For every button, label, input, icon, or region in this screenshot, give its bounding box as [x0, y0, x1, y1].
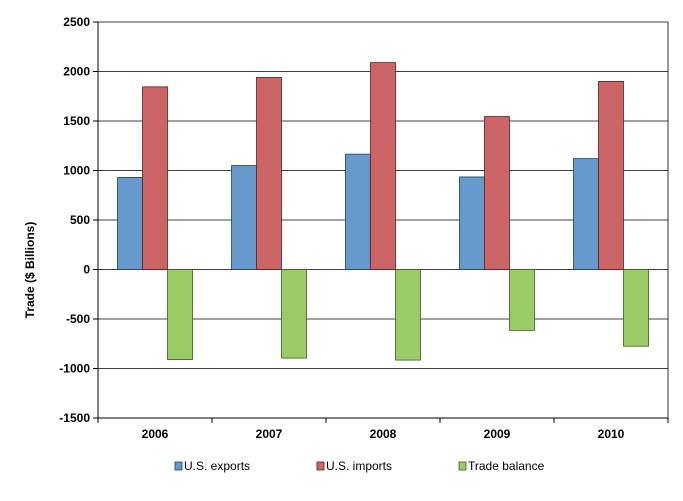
bar-u-s-imports-2007: [256, 77, 282, 270]
y-tick-labels: 2500 2000 1500 1000 500 0 -500 -1000 -1500: [59, 15, 90, 425]
x-category-label: 2009: [484, 427, 511, 441]
axes: [97, 22, 669, 423]
y-axis-title: Trade ($ Billions): [23, 222, 37, 319]
bar-trade-balance-2009: [509, 269, 535, 331]
x-category-label: 2007: [256, 427, 283, 441]
bar-trade-balance-2008: [395, 269, 421, 361]
bar-trade-balance-2006: [167, 269, 193, 360]
bar-u-s-exports-2009: [459, 176, 485, 270]
y-tick-label: 500: [70, 213, 90, 227]
y-tick-label: 2000: [63, 65, 90, 79]
bar-trade-balance-2010: [623, 269, 649, 347]
y-tick-label: 1000: [63, 164, 90, 178]
x-category-label: 2008: [370, 427, 397, 441]
legend-label: Trade balance: [468, 459, 545, 473]
bar-u-s-exports-2010: [573, 158, 599, 270]
legend-swatch: [316, 461, 325, 471]
y-tick-label: -1000: [59, 362, 90, 376]
y-tick-label: 1500: [63, 114, 90, 128]
bar-u-s-exports-2008: [345, 153, 371, 270]
bar-u-s-imports-2006: [142, 86, 168, 270]
legend-label: U.S. exports: [184, 459, 250, 473]
x-category-label: 2006: [142, 427, 169, 441]
bars: [117, 62, 649, 361]
x-category-labels: 2006 2007 2008 2009 2010: [142, 427, 625, 441]
legend-swatch: [458, 461, 467, 471]
bar-u-s-exports-2007: [231, 165, 257, 270]
bar-u-s-imports-2010: [598, 81, 624, 270]
legend: U.S. exports U.S. imports Trade balance: [174, 459, 545, 473]
bar-trade-balance-2007: [281, 269, 307, 359]
x-category-label: 2010: [598, 427, 625, 441]
y-tick-label: 0: [83, 263, 90, 277]
bar-u-s-exports-2006: [117, 177, 143, 270]
y-tick-label: -1500: [59, 411, 90, 425]
legend-swatch: [174, 461, 183, 471]
y-tick-label: -500: [66, 312, 90, 326]
legend-label: U.S. imports: [326, 459, 392, 473]
y-tick-label: 2500: [63, 15, 90, 29]
bar-u-s-imports-2009: [484, 116, 510, 270]
bar-u-s-imports-2008: [370, 62, 396, 270]
